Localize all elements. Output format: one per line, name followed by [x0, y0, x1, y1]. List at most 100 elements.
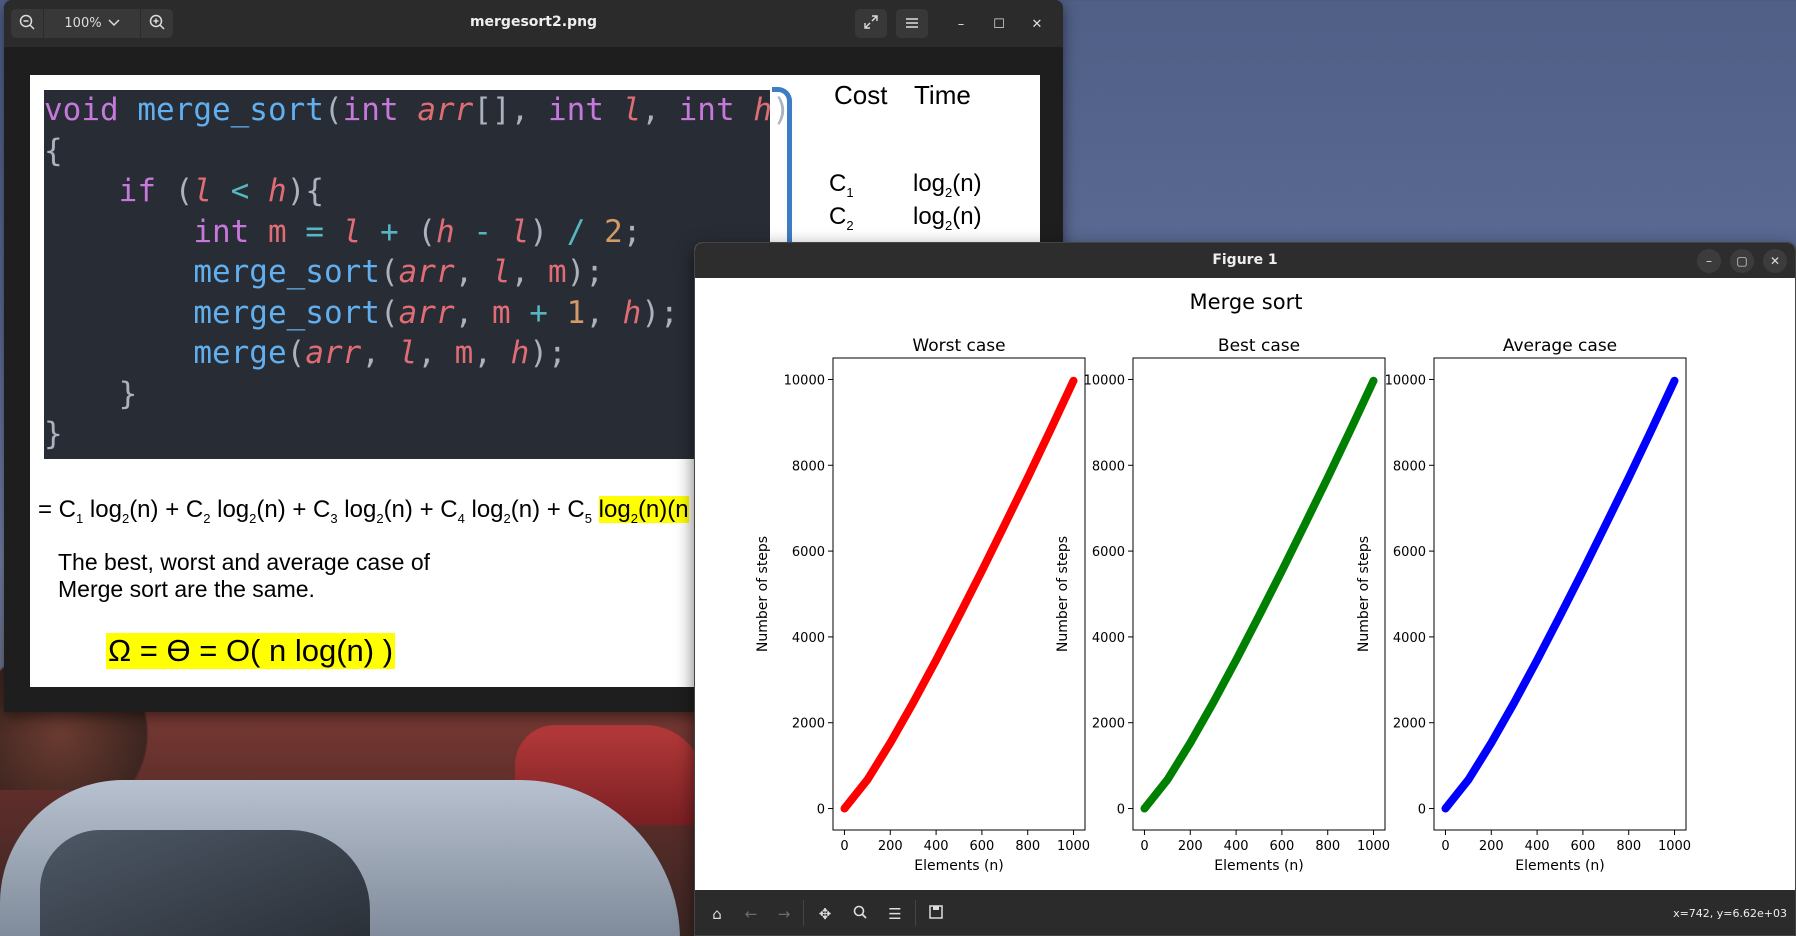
y-tick-label: 10000: [1084, 373, 1125, 388]
maximize-icon: ▢: [1736, 254, 1748, 268]
conclusion-text: The best, worst and average case of Merg…: [58, 549, 430, 603]
minimize-icon: –: [1706, 254, 1712, 268]
x-tick-label: 1000: [1057, 839, 1090, 854]
x-axis-label: Elements (n): [1515, 858, 1605, 874]
figure-window: Figure 1 – ▢ ✕ Merge sort Worst case 0 200 4…: [694, 242, 1796, 936]
code-bracket: [772, 87, 792, 257]
x-tick-label: 400: [1224, 839, 1249, 854]
y-tick-label: 6000: [1092, 545, 1125, 560]
series-line: [1140, 376, 1378, 813]
subplot-title: Average case: [1503, 336, 1617, 356]
back-arrow-icon: ←: [744, 905, 758, 923]
maximize-icon: ☐: [993, 16, 1005, 32]
figure-titlebar: Figure 1 – ▢ ✕: [695, 243, 1795, 278]
hamburger-menu-icon: [905, 15, 919, 33]
y-tick-label: 4000: [792, 631, 825, 646]
time-header: Time: [914, 80, 971, 110]
zoom-level-dropdown[interactable]: 100%: [43, 9, 141, 38]
time-row-2: log2(n): [913, 203, 982, 233]
toolbar-separator: [915, 900, 916, 926]
main-menu-button[interactable]: [896, 9, 928, 38]
highlighted-term: log2(n)(n: [598, 496, 689, 526]
zoom-icon: [853, 905, 867, 923]
zoom-level-value: 100%: [64, 16, 102, 31]
x-tick-label: 1000: [1357, 839, 1390, 854]
cursor-coordinates: x=742, y=6.62e+03: [1673, 907, 1787, 920]
plot-canvas[interactable]: Merge sort Worst case 0 200 400 600 800 1000 0 20…: [695, 278, 1795, 890]
configure-subplots-icon: ☰: [888, 905, 902, 923]
figure-suptitle: Merge sort: [1190, 290, 1303, 314]
forward-arrow-icon: →: [777, 905, 791, 923]
y-tick-label: 0: [1418, 803, 1426, 818]
chevron-down-icon: [108, 16, 120, 31]
complexity-formula: Ω = Ө = O( n log(n) ): [106, 633, 396, 669]
x-tick-label: 400: [1525, 839, 1550, 854]
figure-maximize-button[interactable]: ▢: [1730, 249, 1754, 273]
zoom-in-button[interactable]: [141, 9, 173, 38]
wallpaper-car-window: [40, 830, 370, 936]
maximize-button[interactable]: ☐: [987, 12, 1011, 36]
series-line: [840, 376, 1078, 813]
zoom-in-icon: [149, 14, 165, 34]
zoom-out-button[interactable]: [11, 9, 43, 38]
x-tick-label: 0: [840, 839, 848, 854]
viewer-title: mergesort2.png: [469, 14, 598, 30]
x-tick-label: 600: [1269, 839, 1294, 854]
y-tick-label: 10000: [784, 373, 825, 388]
y-tick-label: 0: [817, 803, 825, 818]
close-button[interactable]: ✕: [1025, 12, 1049, 36]
figure-title: Figure 1: [1212, 252, 1278, 268]
zoom-rect-button[interactable]: [849, 903, 871, 925]
fullscreen-button[interactable]: [855, 9, 887, 38]
y-tick-label: 10000: [1385, 373, 1426, 388]
y-tick-label: 4000: [1393, 631, 1426, 646]
save-icon: [929, 905, 943, 923]
x-tick-label: 0: [1140, 839, 1148, 854]
series-line: [1441, 376, 1679, 813]
subplot-title: Best case: [1218, 336, 1300, 356]
forward-button[interactable]: →: [773, 903, 795, 925]
x-tick-label: 200: [878, 839, 903, 854]
axes-frame: [1433, 357, 1687, 831]
y-axis-label: Number of steps: [1055, 536, 1071, 652]
viewer-titlebar: 100% mergesort2.png – ☐ ✕: [4, 0, 1063, 47]
figure-minimize-button[interactable]: –: [1697, 249, 1721, 273]
axes-frame: [832, 357, 1086, 831]
conclusion-line-2: Merge sort are the same.: [58, 576, 315, 602]
back-button[interactable]: ←: [740, 903, 762, 925]
y-tick-label: 4000: [1092, 631, 1125, 646]
y-tick-label: 6000: [792, 545, 825, 560]
fullscreen-icon: [864, 14, 878, 33]
minimize-button[interactable]: –: [949, 12, 973, 36]
y-tick-label: 2000: [1393, 717, 1426, 732]
y-axis-label: Number of steps: [1356, 536, 1372, 652]
x-tick-label: 200: [1479, 839, 1504, 854]
figure-close-button[interactable]: ✕: [1763, 249, 1787, 273]
cost-header: Cost: [834, 80, 888, 110]
x-tick-label: 600: [969, 839, 994, 854]
cost-row-1: C1: [829, 170, 854, 200]
y-tick-label: 8000: [1393, 459, 1426, 474]
x-tick-label: 800: [1616, 839, 1641, 854]
zoom-out-icon: [19, 14, 35, 34]
pan-icon: ✥: [818, 905, 832, 923]
axes-frame: [1132, 357, 1386, 831]
y-tick-label: 6000: [1393, 545, 1426, 560]
y-tick-label: 8000: [792, 459, 825, 474]
time-row-1: log2(n): [913, 170, 982, 200]
y-tick-label: 0: [1117, 803, 1125, 818]
cost-sum-equation: = C1 log2(n) + C2 log2(n) + C3 log2(n) +…: [38, 496, 689, 526]
cost-row-2: C2: [829, 203, 854, 233]
y-tick-label: 2000: [792, 717, 825, 732]
navigation-toolbar: ⌂ ← → ✥ ☰ x=742, y=6.62e+03: [695, 890, 1795, 935]
close-icon: ✕: [1031, 16, 1043, 32]
x-tick-label: 0: [1441, 839, 1449, 854]
pan-button[interactable]: ✥: [814, 903, 836, 925]
y-tick-label: 8000: [1092, 459, 1125, 474]
x-axis-label: Elements (n): [914, 858, 1004, 874]
configure-subplots-button[interactable]: ☰: [884, 903, 906, 925]
close-icon: ✕: [1769, 254, 1781, 268]
home-button[interactable]: ⌂: [706, 903, 728, 925]
save-button[interactable]: [925, 903, 947, 925]
